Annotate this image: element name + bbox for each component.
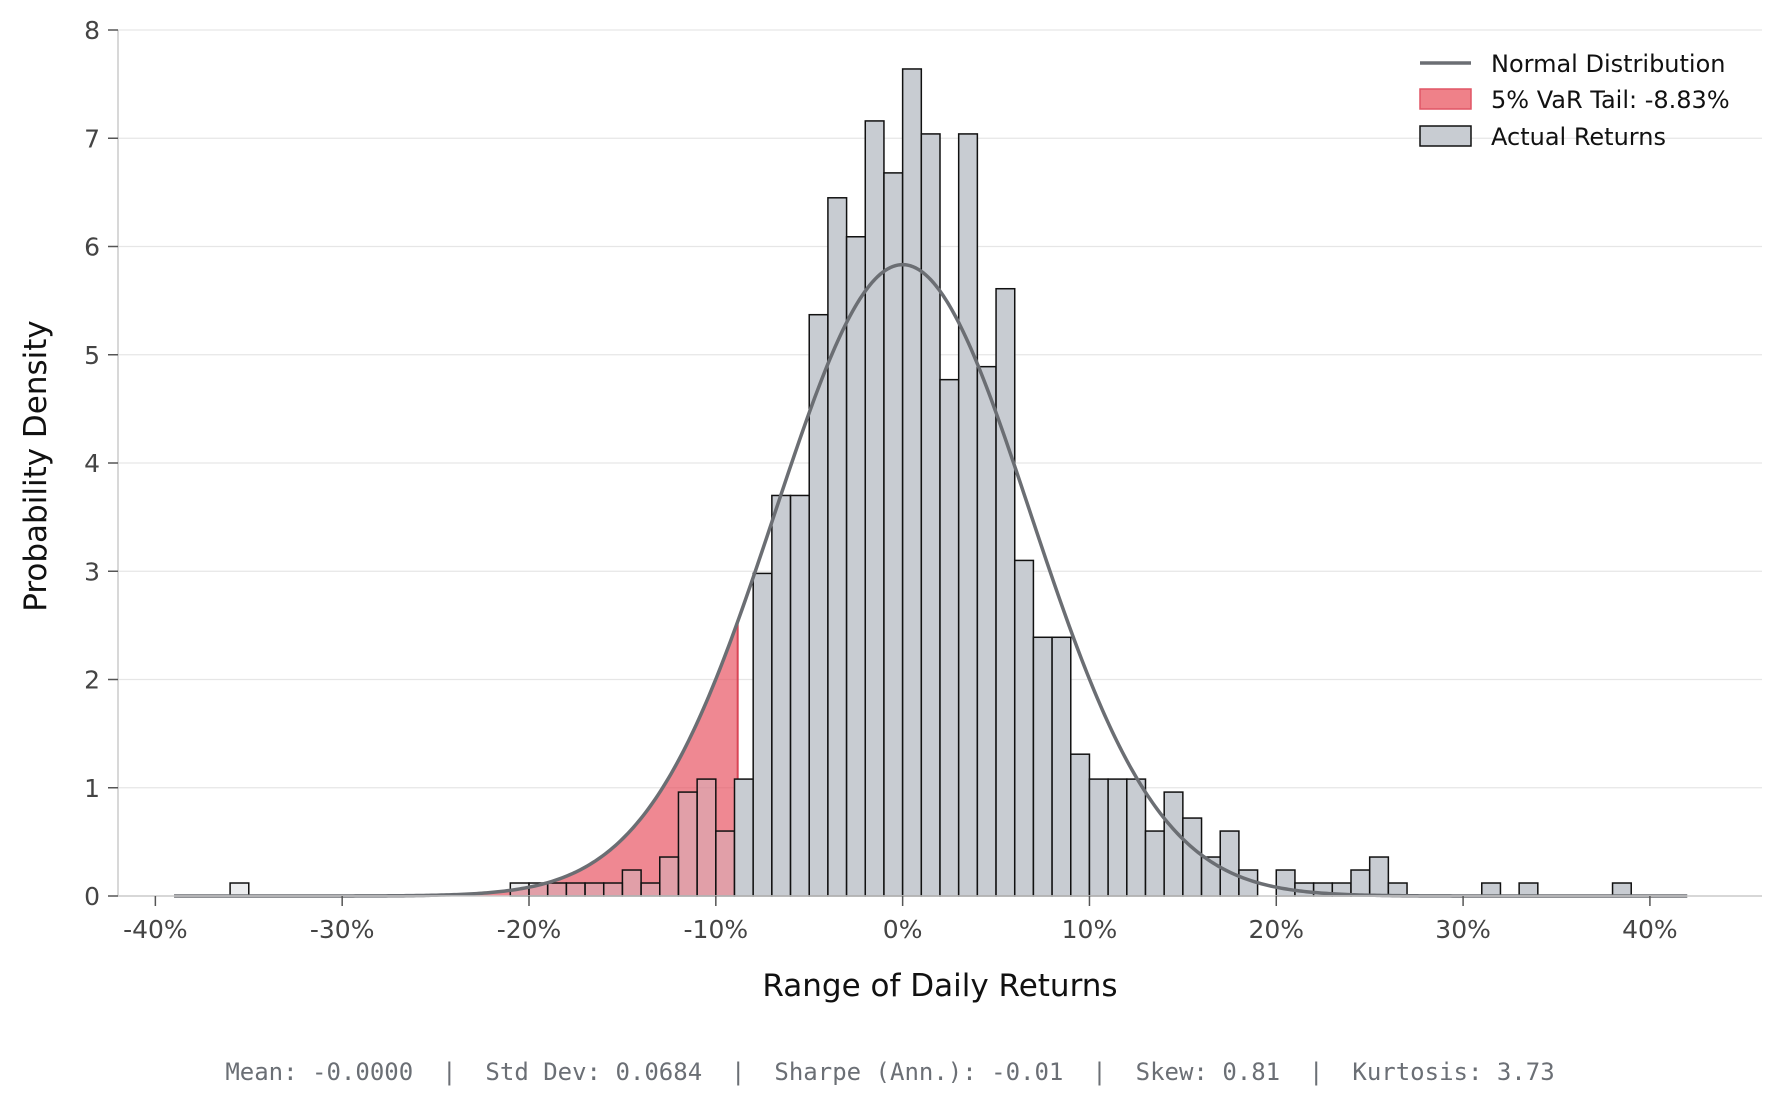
histogram-bar	[1219, 830, 1240, 897]
histogram-bar	[229, 882, 250, 897]
y-tick-label: 8	[84, 16, 100, 45]
histogram-bar	[1518, 882, 1539, 897]
tick-labels: 0 1 2 3 4 5 6 7 8 -40% -30% -20% -10% 0% 10% 20% 30% 40%	[84, 16, 1678, 944]
histogram-bar	[1013, 559, 1035, 897]
histogram-bar	[771, 494, 792, 897]
x-tick-label: -20%	[497, 915, 562, 944]
var-tail-area-group	[174, 621, 739, 896]
y-tick-label: 7	[84, 124, 100, 153]
histogram-bar	[920, 133, 941, 897]
histogram-bar	[677, 791, 698, 897]
x-tick-label: 30%	[1435, 915, 1491, 944]
histogram-bar	[621, 869, 642, 897]
var-tail-area	[174, 621, 738, 896]
histogram-bar	[1163, 791, 1184, 897]
y-tick-label: 1	[84, 774, 100, 803]
histogram-bar	[1070, 753, 1091, 897]
histogram-bar	[976, 365, 997, 897]
x-tick-label: -30%	[310, 915, 375, 944]
histogram-bar	[752, 572, 773, 897]
legend-swatch-var-tail	[1419, 88, 1472, 110]
x-tick-label: -10%	[684, 915, 749, 944]
y-axis-title: Probability Density	[18, 320, 54, 612]
histogram-bar	[1051, 636, 1072, 897]
histogram-bar	[715, 830, 736, 897]
legend-label-actual-returns: Actual Returns	[1491, 123, 1666, 151]
y-tick-label: 4	[84, 449, 100, 478]
x-axis-title: Range of Daily Returns	[762, 968, 1117, 1004]
histogram-bar	[1107, 778, 1128, 897]
histogram-bar	[1611, 882, 1632, 897]
x-tick-label: 10%	[1062, 915, 1118, 944]
histogram-bar	[696, 778, 717, 897]
x-tick-label: 0%	[883, 915, 923, 944]
histogram-bar	[845, 236, 867, 897]
x-tick-label: 20%	[1248, 915, 1304, 944]
histogram-bar	[546, 882, 568, 897]
histogram-bar	[864, 120, 885, 897]
y-tick-label: 3	[84, 557, 100, 586]
histogram-bar	[883, 172, 904, 897]
summary-statistics: Mean: -0.0000 | Std Dev: 0.0684 | Sharpe…	[225, 1058, 1554, 1086]
histogram-bars	[229, 68, 1632, 897]
histogram-bar	[640, 882, 661, 897]
y-tick-label: 2	[84, 666, 100, 695]
histogram-bar	[1350, 869, 1371, 897]
histogram-bar	[1032, 636, 1053, 897]
histogram-bar	[1275, 869, 1296, 897]
histogram-bar	[1144, 830, 1165, 897]
histogram-bar	[1481, 882, 1502, 897]
y-tick-label: 6	[84, 233, 100, 262]
histogram-bar	[1088, 778, 1109, 897]
histogram-bar	[602, 882, 624, 897]
y-tick-label: 0	[84, 882, 100, 911]
histogram-bar	[995, 287, 1016, 897]
histogram-bar	[1368, 856, 1390, 897]
legend: Normal Distribution 5% VaR Tail: -8.83% …	[1419, 50, 1730, 151]
legend-swatch-actual-returns	[1419, 125, 1472, 147]
histogram-bar	[939, 378, 960, 897]
histogram-bar	[827, 197, 848, 897]
x-tick-label: -40%	[123, 915, 188, 944]
histogram-bar	[901, 68, 923, 897]
y-tick-label: 5	[84, 341, 100, 370]
legend-label-var-tail: 5% VaR Tail: -8.83%	[1491, 86, 1730, 114]
histogram-bar	[565, 882, 586, 897]
histogram-bar	[789, 494, 810, 897]
histogram-bar	[1126, 778, 1147, 897]
legend-label-normal: Normal Distribution	[1491, 50, 1725, 78]
histogram-bar	[733, 778, 754, 897]
histogram-bar	[584, 882, 605, 897]
histogram-bar	[1182, 817, 1203, 897]
x-tick-label: 40%	[1622, 915, 1678, 944]
histogram-bar	[659, 856, 680, 897]
histogram-bar	[957, 133, 979, 897]
